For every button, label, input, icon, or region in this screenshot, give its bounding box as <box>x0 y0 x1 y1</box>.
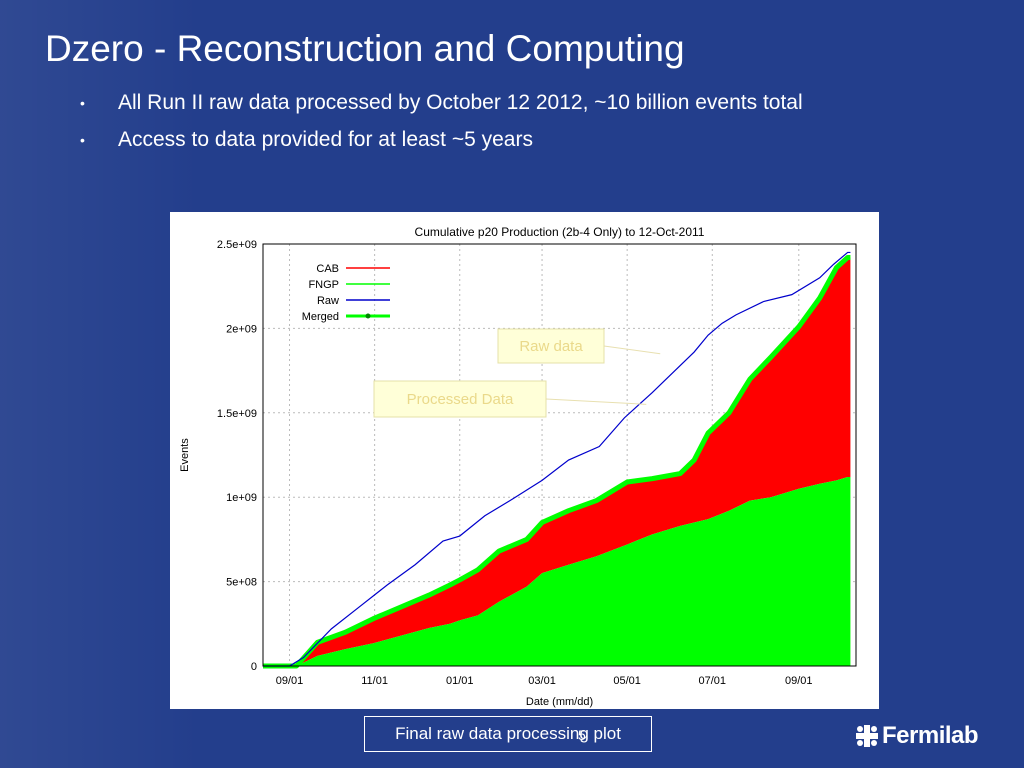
merged-line <box>263 255 851 669</box>
production-chart: Cumulative p20 Production (2b-4 Only) to… <box>179 225 857 708</box>
bullet-item: • Access to data provided for at least ~… <box>72 127 803 153</box>
x-tick-label: 01/01 <box>446 675 474 687</box>
x-tick-label: 11/01 <box>361 675 388 687</box>
y-tick-label: 2.5e+09 <box>217 239 257 251</box>
bullet-dot-icon: • <box>80 132 85 148</box>
bullet-dot-icon: • <box>80 95 85 111</box>
bullet-text: All Run II raw data processed by October… <box>118 91 803 114</box>
x-tick-label: 07/01 <box>699 675 727 687</box>
chart-title: Cumulative p20 Production (2b-4 Only) to… <box>415 225 705 239</box>
y-tick-label: 0 <box>251 661 257 673</box>
x-axis-label: Date (mm/dd) <box>526 696 593 708</box>
chart-caption: Final raw data processing plot <box>364 716 652 752</box>
cab-area <box>263 257 851 666</box>
plot-frame <box>262 243 857 667</box>
y-tick-label: 1e+09 <box>226 492 257 504</box>
legend-marker <box>365 313 371 319</box>
y-tick-label: 5e+08 <box>226 577 257 589</box>
bullet-text: Access to data provided for at least ~5 … <box>118 128 533 151</box>
annotation-label: Processed Data <box>407 391 514 408</box>
fermilab-logo-icon <box>856 725 878 747</box>
slide-title: Dzero - Reconstruction and Computing <box>45 28 685 69</box>
y-axis-label: Events <box>179 438 191 472</box>
x-tick-label: 09/01 <box>276 675 304 687</box>
fngp-area <box>263 476 851 666</box>
x-tick-label: 05/01 <box>613 675 641 687</box>
raw-line <box>263 251 851 667</box>
annotation-arrow <box>545 398 647 405</box>
y-tick-label: 2e+09 <box>226 323 257 335</box>
page-number: 5 <box>578 727 586 743</box>
x-tick-label: 09/01 <box>785 675 813 687</box>
annotation-box <box>373 380 547 418</box>
annotation-arrow <box>603 345 661 355</box>
annotation-box <box>497 328 605 364</box>
bullet-list: • All Run II raw data processed by Octob… <box>72 90 803 164</box>
x-tick-label: 03/01 <box>528 675 556 687</box>
logo-text: Fermilab <box>882 722 979 749</box>
chart-panel: Cumulative p20 Production (2b-4 Only) to… <box>170 212 879 709</box>
legend-label: Merged <box>302 311 339 323</box>
legend-label: CAB <box>316 263 339 275</box>
legend-label: Raw <box>317 295 339 307</box>
fermilab-logo: Fermilab <box>856 722 979 750</box>
bullet-item: • All Run II raw data processed by Octob… <box>72 90 803 116</box>
annotation-label: Raw data <box>519 338 583 355</box>
y-tick-label: 1.5e+09 <box>217 408 257 420</box>
legend-label: FNGP <box>308 279 339 291</box>
background-stripe <box>0 0 200 768</box>
